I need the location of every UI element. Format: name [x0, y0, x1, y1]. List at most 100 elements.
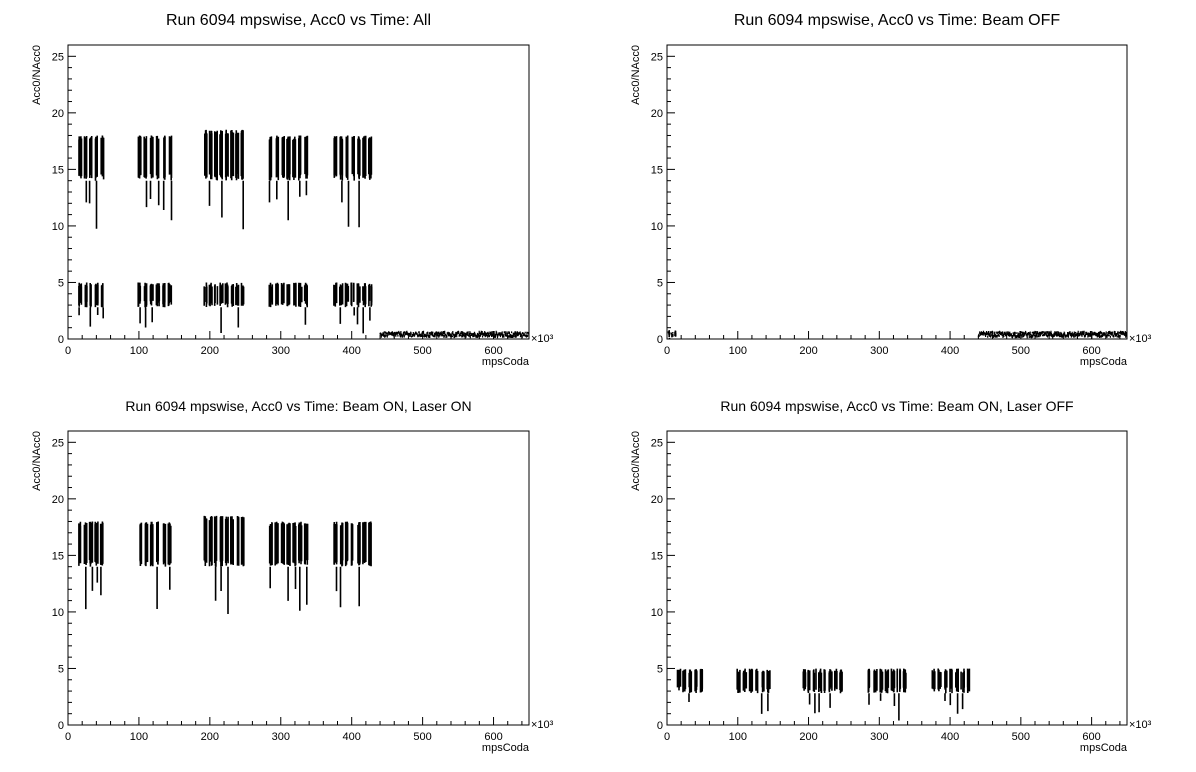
- chart-title: Run 6094 mpswise, Acc0 vs Time: All: [166, 12, 431, 29]
- x-tick-label: 300: [870, 345, 888, 357]
- y-tick-label: 0: [58, 334, 64, 346]
- x-tick-label: 600: [1082, 345, 1100, 357]
- x-tick-label: 400: [343, 731, 361, 743]
- plot-frame: [666, 44, 1128, 340]
- scatter-cluster: [931, 668, 971, 714]
- x-tick-label: 600: [484, 731, 502, 743]
- scatter-strands: [736, 668, 771, 714]
- scatter-strands: [676, 668, 704, 702]
- scatter-cluster: [137, 135, 173, 221]
- y-axis-label: Acc0/NAcc0: [630, 45, 642, 105]
- scatter-band: [977, 330, 1128, 339]
- y-tick-label: 5: [58, 277, 64, 289]
- y-axis-label: Acc0/NAcc0: [31, 45, 43, 105]
- chart-title: Run 6094 mpswise, Acc0 vs Time: Beam ON,…: [720, 398, 1073, 414]
- x-tick-label: 500: [1012, 731, 1030, 743]
- scatter-strands: [203, 515, 245, 614]
- y-tick-label: 25: [52, 437, 64, 449]
- scatter-points: [78, 515, 372, 614]
- scatter-points: [676, 668, 971, 721]
- scatter-strands: [333, 135, 373, 228]
- y-tick-label: 10: [651, 221, 663, 233]
- x-tick-label: 100: [729, 345, 747, 357]
- y-tick-label: 20: [651, 494, 663, 506]
- x-tick-label: 400: [941, 731, 959, 743]
- x-multiplier-label: ×10³: [1129, 719, 1152, 731]
- x-tick-label: 100: [130, 731, 148, 743]
- x-tick-label: 300: [272, 345, 290, 357]
- scatter-cluster: [203, 515, 245, 614]
- scatter-strands: [204, 129, 244, 230]
- chart-title: Run 6094 mpswise, Acc0 vs Time: Beam ON,…: [125, 398, 471, 414]
- y-tick-label: 25: [52, 51, 64, 63]
- y-tick-label: 15: [651, 164, 663, 176]
- scatter-cluster: [78, 135, 105, 229]
- x-tick-label: 500: [1012, 345, 1030, 357]
- scatter-cluster: [204, 129, 244, 230]
- y-tick-label: 10: [52, 221, 64, 233]
- scatter-strands: [268, 521, 309, 611]
- x-tick-label: 400: [941, 345, 959, 357]
- x-axis-label: mpsCoda: [482, 356, 530, 368]
- x-multiplier-label: ×10³: [1129, 333, 1152, 345]
- scatter-cluster: [333, 282, 373, 334]
- y-tick-label: 5: [657, 663, 663, 675]
- scatter-strands: [667, 330, 677, 339]
- scatter-cluster: [977, 330, 1128, 339]
- x-tick-label: 200: [799, 731, 817, 743]
- scatter-cluster: [268, 135, 309, 221]
- scatter-cluster: [867, 668, 907, 721]
- scatter-cluster: [333, 135, 373, 228]
- scatter-cluster: [78, 521, 104, 610]
- plot-frame: [67, 430, 530, 726]
- scatter-strands: [268, 282, 308, 325]
- x-tick-label: 0: [664, 345, 670, 357]
- scatter-cluster: [667, 330, 677, 339]
- y-tick-label: 25: [651, 51, 663, 63]
- chart-panel-4: Run 6094 mpswise, Acc0 vs Time: Beam ON,…: [630, 398, 1152, 754]
- scatter-cluster: [137, 282, 173, 328]
- scatter-cluster: [333, 521, 372, 608]
- scatter-strands: [78, 282, 104, 327]
- scatter-cluster: [676, 668, 704, 702]
- y-tick-label: 5: [58, 663, 64, 675]
- y-tick-label: 20: [651, 108, 663, 120]
- scatter-strands: [137, 282, 173, 328]
- y-tick-label: 20: [52, 494, 64, 506]
- x-tick-label: 500: [413, 345, 431, 357]
- x-tick-label: 600: [484, 345, 502, 357]
- scatter-strands: [333, 282, 373, 334]
- scatter-cluster: [78, 282, 104, 327]
- x-tick-label: 200: [201, 731, 219, 743]
- scatter-cluster: [268, 282, 308, 325]
- x-tick-label: 200: [799, 345, 817, 357]
- x-axis-label: mpsCoda: [1080, 356, 1128, 368]
- y-tick-label: 0: [657, 334, 663, 346]
- scatter-cluster: [802, 668, 843, 714]
- scatter-points: [667, 330, 1128, 339]
- y-axis-label: Acc0/NAcc0: [31, 431, 43, 491]
- chart-title: Run 6094 mpswise, Acc0 vs Time: Beam OFF: [734, 12, 1061, 29]
- scatter-strands: [802, 668, 843, 714]
- scatter-band: [379, 330, 530, 339]
- y-axis-label: Acc0/NAcc0: [630, 431, 642, 491]
- scatter-strands: [931, 668, 971, 714]
- x-axis-label: mpsCoda: [482, 742, 530, 754]
- y-tick-label: 0: [58, 720, 64, 732]
- y-tick-label: 5: [657, 277, 663, 289]
- y-tick-label: 15: [52, 550, 64, 562]
- x-tick-label: 400: [343, 345, 361, 357]
- x-tick-label: 300: [870, 731, 888, 743]
- scatter-cluster: [139, 521, 172, 609]
- x-tick-label: 0: [65, 345, 71, 357]
- scatter-strands: [137, 135, 173, 221]
- x-tick-label: 300: [272, 731, 290, 743]
- x-tick-label: 0: [664, 731, 670, 743]
- scatter-cluster: [203, 282, 245, 333]
- x-tick-label: 100: [130, 345, 148, 357]
- scatter-strands: [78, 135, 105, 229]
- scatter-strands: [333, 521, 372, 608]
- chart-panel-3: Run 6094 mpswise, Acc0 vs Time: Beam ON,…: [31, 398, 554, 754]
